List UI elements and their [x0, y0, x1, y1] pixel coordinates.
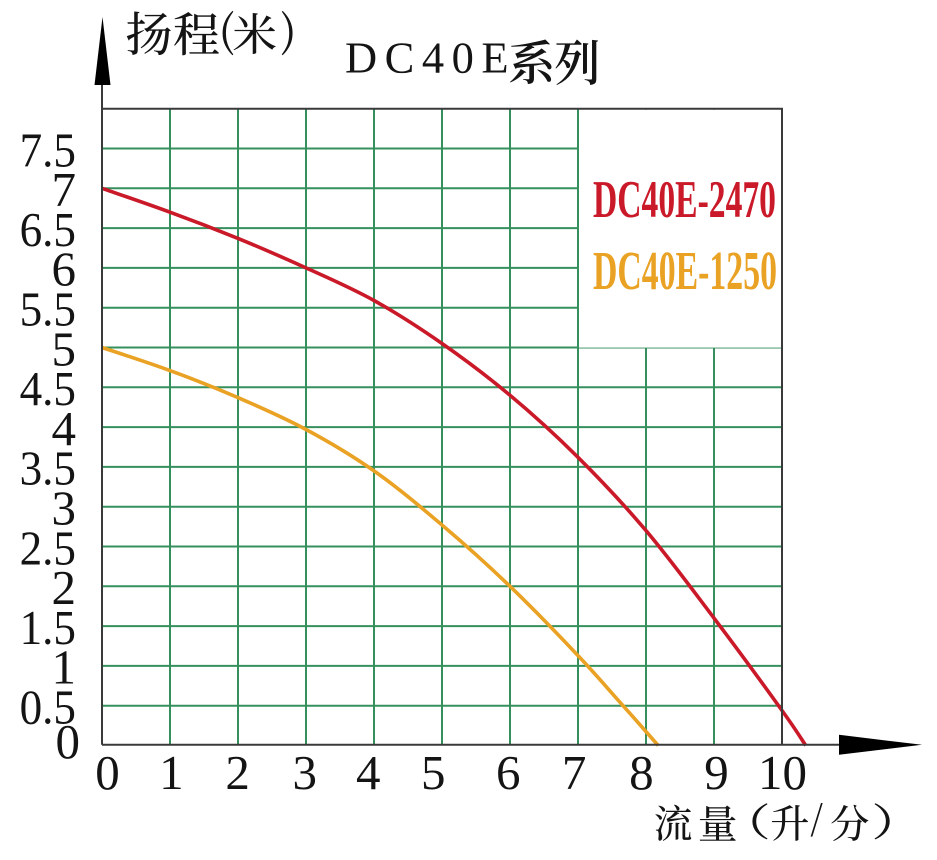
svg-text:10: 10 [758, 745, 807, 800]
svg-text:7: 7 [52, 162, 77, 217]
svg-text:0: 0 [95, 745, 120, 800]
svg-text:6: 6 [496, 745, 521, 800]
svg-text:5: 5 [421, 745, 446, 800]
svg-text:3: 3 [293, 745, 318, 800]
svg-text:6: 6 [52, 242, 77, 297]
svg-text:2: 2 [225, 745, 250, 800]
svg-text:0: 0 [56, 714, 81, 769]
svg-text:7: 7 [562, 745, 587, 800]
svg-text:2: 2 [52, 560, 77, 615]
svg-text:3.5: 3.5 [20, 441, 76, 496]
svg-text:4.5: 4.5 [20, 361, 76, 416]
svg-text:DC40E-2470: DC40E-2470 [593, 169, 776, 229]
svg-text:DC40E-1250: DC40E-1250 [593, 240, 777, 301]
svg-text:6.5: 6.5 [20, 202, 76, 257]
svg-text:2.5: 2.5 [20, 520, 76, 575]
svg-text:4: 4 [52, 401, 77, 456]
svg-text:1.5: 1.5 [20, 600, 76, 655]
svg-text:3: 3 [52, 481, 77, 536]
svg-text:9: 9 [704, 745, 729, 800]
svg-text:7.5: 7.5 [20, 122, 76, 177]
svg-text:4: 4 [356, 745, 381, 800]
svg-text:8: 8 [629, 745, 654, 800]
svg-text:0.5: 0.5 [20, 680, 76, 735]
svg-text:1: 1 [159, 745, 184, 800]
svg-text:1: 1 [52, 640, 77, 695]
svg-text:5.5: 5.5 [20, 282, 76, 337]
svg-text:5: 5 [52, 321, 77, 376]
svg-text:DC40E: DC40E [345, 33, 509, 83]
